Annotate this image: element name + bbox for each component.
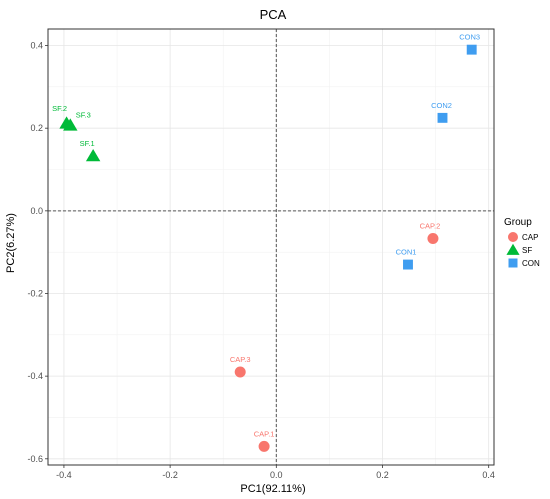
point-label: CON1 [396,248,417,257]
legend-entries: CAP SF CON [506,232,540,268]
point-label: CON2 [431,101,452,110]
y-tick-label: 0.0 [30,206,43,216]
legend-label: CON [522,259,540,268]
y-tick-label: -0.2 [27,288,43,298]
chart-title: PCA [260,7,287,22]
legend-label: SF [522,246,532,255]
y-tick-label: -0.6 [27,454,43,464]
y-tick-label: 0.4 [30,41,43,51]
legend-title: Group [504,217,532,228]
legend: Group CAP SF CON [504,217,540,268]
point-cap-3 [234,366,246,378]
legend-label: CAP [522,233,538,242]
point-con1 [403,259,413,270]
grid [48,29,494,465]
plot-border [47,28,495,466]
x-tick-label: -0.4 [56,470,72,480]
x-tick-label: 0.4 [482,470,495,480]
point-con2 [437,112,448,123]
point-label: CON3 [459,33,480,42]
point-label: SF.3 [76,110,91,119]
x-tick-label: -0.2 [162,470,178,480]
point-con3 [466,44,477,55]
point-label: SF.1 [80,139,95,148]
legend-key-con [508,258,518,268]
point-labels: CAP.1 CAP.2 CAP.3 SF.1 SF.2 SF.3 CON1 CON2 CON3 [52,33,480,439]
y-tick-label: -0.4 [27,371,43,381]
point-label: CAP.3 [230,355,251,364]
data-points [59,44,477,452]
plot-panel [48,29,494,465]
legend-key-sf [506,243,520,255]
point-label: CAP.1 [254,429,275,438]
point-sf-1 [85,148,101,162]
x-axis-label: PC1(92.11%) [240,483,305,495]
legend-key-cap [508,232,518,242]
point-label: CAP.2 [420,222,441,231]
point-cap-2 [427,233,439,245]
y-tick-label: 0.2 [30,123,43,133]
y-axis-label: PC2(6.27%) [5,213,17,273]
x-tick-label: 0.2 [376,470,389,480]
axes: -0.4 -0.2 0.0 0.2 0.4 -0.6 -0.4 -0.2 0.0 0.2 0.4 [27,28,495,480]
x-tick-label: 0.0 [270,470,283,480]
point-label: SF.2 [52,104,67,113]
point-cap-1 [258,440,270,452]
point-sf-3 [63,118,78,131]
